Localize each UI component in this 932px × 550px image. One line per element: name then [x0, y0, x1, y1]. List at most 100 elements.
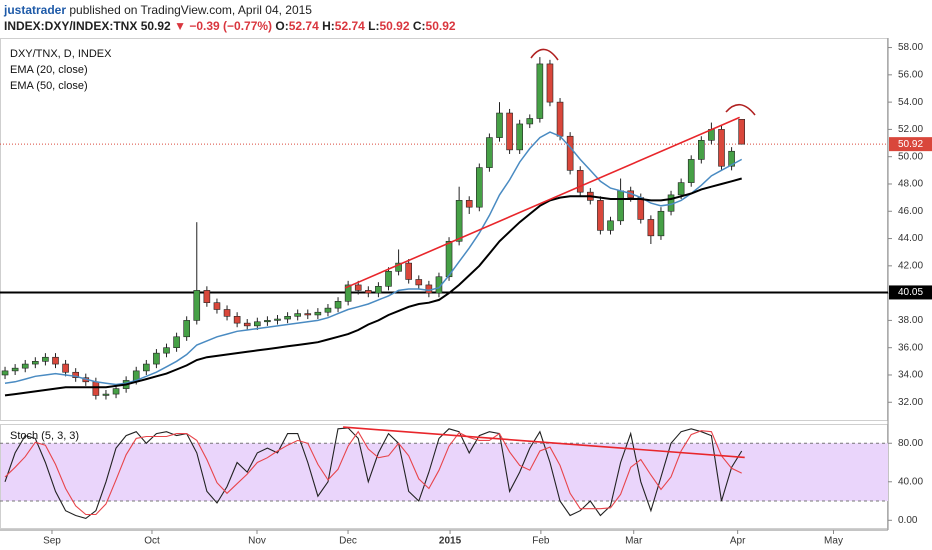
stoch-title: Stoch (5, 3, 3) — [10, 430, 79, 442]
symbol: INDEX:DXY/INDEX:TNX — [4, 19, 138, 33]
ohlc-value: 50.92 — [379, 19, 410, 33]
candle-body — [556, 101, 564, 137]
last: 50.92 — [140, 19, 171, 33]
candle-body — [1, 370, 9, 376]
candle-body — [395, 262, 402, 272]
candle-body — [354, 284, 362, 291]
candle-body — [526, 118, 534, 125]
annotation-arc — [530, 48, 559, 61]
candle-body — [173, 336, 180, 348]
candle-body — [92, 381, 100, 396]
candle-body — [21, 363, 29, 369]
candle-body — [566, 135, 574, 171]
candle-body — [677, 182, 685, 196]
ohlc-label: L: — [368, 19, 380, 33]
x-tick-label: Nov — [248, 536, 266, 547]
ohlc-label: C: — [412, 19, 426, 33]
price-pane — [0, 38, 888, 421]
candle-body — [405, 262, 412, 280]
candle-body — [143, 363, 150, 372]
y-tick-label: 50.00 — [898, 151, 923, 162]
header: justatrader published on TradingView.com… — [4, 2, 456, 34]
y-tick-label: 58.00 — [898, 42, 923, 53]
candle-body — [698, 140, 705, 160]
y-tick-label: 46.00 — [898, 206, 923, 217]
legend-entry: EMA (20, close) — [10, 64, 88, 76]
change: −0.39 (−0.77%) — [189, 19, 273, 33]
x-tick-label: Apr — [730, 536, 746, 547]
candle-body — [183, 320, 190, 338]
candle-body — [11, 367, 19, 372]
candle-body — [476, 167, 483, 208]
candle-body — [314, 311, 322, 316]
user: justatrader — [4, 3, 67, 17]
candle-body — [637, 197, 645, 220]
y-tick-label: 56.00 — [898, 69, 923, 80]
candle-body — [344, 284, 352, 302]
candle-body — [465, 200, 473, 208]
y-tick-label: 32.00 — [898, 397, 923, 408]
trendline — [344, 116, 740, 289]
ohlc-value: 52.74 — [288, 19, 319, 33]
candle-body — [52, 356, 59, 365]
candle-body — [42, 356, 49, 362]
x-tick-label: Feb — [532, 536, 550, 547]
header-line: INDEX:DXY/INDEX:TNX 50.92 ▼ −0.39 (−0.77… — [4, 18, 456, 34]
y-tick-label: 38.00 — [898, 315, 923, 326]
price-label: 40.05 — [898, 287, 923, 298]
candle-body — [102, 393, 110, 396]
stoch-band — [1, 443, 888, 502]
candle-body — [32, 361, 39, 365]
candle-body — [597, 200, 604, 231]
y-tick-label: 36.00 — [898, 342, 923, 353]
candle-body — [536, 63, 544, 119]
candle-body — [274, 318, 281, 321]
x-tick-label: May — [824, 536, 843, 547]
candle-body — [153, 352, 160, 365]
stoch-line — [4, 427, 743, 520]
ohlc-value: 50.92 — [425, 19, 456, 33]
candle-body — [738, 119, 745, 145]
candle-body — [728, 150, 735, 167]
price-label-box — [889, 137, 932, 152]
y-tick-label: 34.00 — [898, 370, 923, 381]
candle-body — [163, 347, 170, 354]
candle-body — [264, 320, 271, 323]
candle-body — [213, 302, 221, 310]
candle-body — [496, 112, 503, 138]
candle-body — [324, 307, 332, 313]
candle-body — [112, 388, 120, 395]
candle-body — [375, 285, 382, 294]
ohlc-label: H: — [322, 19, 335, 33]
price-label-box — [889, 285, 932, 300]
x-tick-label: Sep — [43, 536, 61, 547]
candle-body — [365, 290, 372, 294]
stoch-line — [4, 430, 742, 516]
candle-body — [62, 363, 69, 373]
candle-body — [72, 371, 79, 379]
candle-body — [304, 313, 312, 316]
candle-body — [385, 270, 392, 287]
candle-body — [254, 321, 261, 327]
candle-body — [455, 200, 463, 242]
candle-body — [243, 322, 251, 327]
x-tick-label: Mar — [625, 536, 643, 547]
ohlc-label: O: — [275, 19, 289, 33]
candle-body — [223, 309, 231, 317]
y-tick-label: 48.00 — [898, 179, 923, 190]
y-tick-label: 44.00 — [898, 233, 923, 244]
annotation-arc — [725, 103, 756, 116]
candle-body — [193, 290, 201, 321]
legend-title: DXY/TNX, D, INDEX — [10, 48, 112, 60]
candle-body — [486, 137, 493, 168]
candle-body — [516, 123, 523, 151]
y-tick-label: 0.00 — [898, 515, 918, 526]
candle-body — [415, 279, 423, 286]
y-tick-label: 40.00 — [898, 476, 923, 487]
candle-body — [203, 290, 211, 303]
arrow: ▼ — [174, 19, 186, 33]
ema-line — [4, 177, 742, 397]
published: published on TradingView.com, April 04, … — [69, 3, 312, 17]
